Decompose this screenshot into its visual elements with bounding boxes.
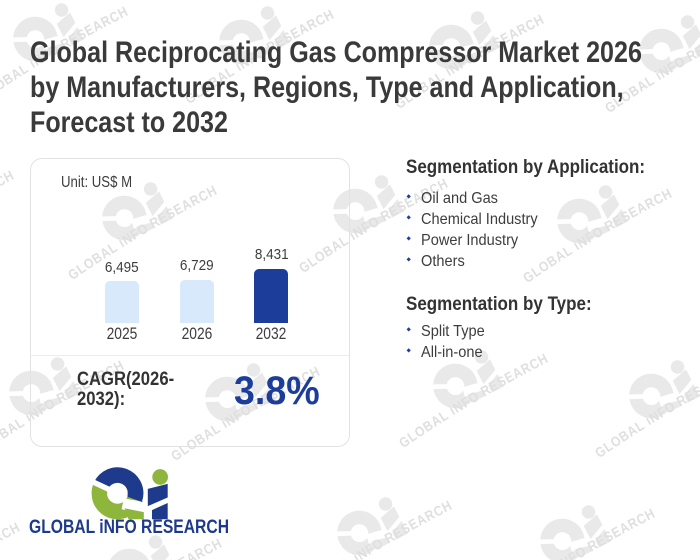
bar-2032 xyxy=(254,268,289,323)
svg-text:GLOBAL iNFO RESEARCH: GLOBAL iNFO RESEARCH xyxy=(65,535,230,560)
card-divider xyxy=(31,355,349,356)
bar-2025 xyxy=(104,281,139,323)
diamond-bullet-icon xyxy=(405,236,411,242)
bar-2026 xyxy=(179,279,214,323)
diamond-bullet-icon xyxy=(405,257,411,263)
type-list: Split Type All-in-one xyxy=(405,321,698,363)
list-item: Chemical Industry xyxy=(405,209,698,230)
cagr-value: 3.8% xyxy=(234,368,320,413)
title-line: Forecast to 2032 xyxy=(30,106,228,139)
list-item-label: Others xyxy=(421,253,465,270)
company-name: GLOBAL iNFO RESEARCH xyxy=(29,516,230,538)
segmentation-application-heading: Segmentation by Application: xyxy=(406,156,646,178)
list-item: Power Industry xyxy=(405,230,698,251)
svg-text:GLOBAL iNFO RESEARCH: GLOBAL iNFO RESEARCH xyxy=(391,350,556,452)
diamond-bullet-icon xyxy=(405,327,411,333)
svg-text:GLOBAL iNFO RESEARCH: GLOBAL iNFO RESEARCH xyxy=(0,519,28,560)
svg-text:GLOBAL iNFO RESEARCH: GLOBAL iNFO RESEARCH xyxy=(587,360,700,462)
list-item: All-in-one xyxy=(405,342,698,363)
list-item-label: Power Industry xyxy=(421,232,519,249)
bar-group-2032: 8,431 2032 xyxy=(236,246,306,343)
diamond-bullet-icon xyxy=(405,348,411,354)
page-title: Global Reciprocating Gas Compressor Mark… xyxy=(30,35,700,140)
list-item-label: Chemical Industry xyxy=(421,211,538,228)
bar-category-label: 2032 xyxy=(255,325,287,343)
svg-text:GLOBAL iNFO RESEARCH: GLOBAL iNFO RESEARCH xyxy=(295,497,460,560)
list-item-label: Oil and Gas xyxy=(421,190,498,207)
watermark-logo: GLOBAL iNFO RESEARCH xyxy=(413,418,700,560)
title-line: by Manufacturers, Regions, Type and Appl… xyxy=(30,71,624,104)
list-item: Split Type xyxy=(405,321,698,342)
list-item-label: All-in-one xyxy=(421,344,483,361)
diamond-bullet-icon xyxy=(405,215,411,221)
gi-logo-mark xyxy=(89,469,168,519)
bar-category-label: 2025 xyxy=(106,325,138,343)
title-line: Global Reciprocating Gas Compressor Mark… xyxy=(30,36,642,69)
bar-value-label: 6,729 xyxy=(179,257,214,274)
svg-text:GLOBAL iNFO RESEARCH: GLOBAL iNFO RESEARCH xyxy=(498,505,663,560)
diamond-bullet-icon xyxy=(405,194,411,200)
bar-group-2025: 6,495 2025 xyxy=(87,258,157,343)
bar-value-label: 8,431 xyxy=(254,246,289,263)
bar-group-2026: 6,729 2026 xyxy=(162,257,232,343)
list-item: Oil and Gas xyxy=(405,188,698,209)
application-list: Oil and Gas Chemical Industry Power Indu… xyxy=(405,188,698,272)
bar-category-label: 2026 xyxy=(181,325,213,343)
svg-text:GLOBAL iNFO RESEARCH: GLOBAL iNFO RESEARCH xyxy=(0,167,22,269)
list-item: Others xyxy=(405,251,698,272)
bar-value-label: 6,495 xyxy=(104,258,139,276)
segmentation-type-heading: Segmentation by Type: xyxy=(406,293,592,315)
watermark-logo: GLOBAL iNFO RESEARCH xyxy=(0,432,98,560)
cagr-label: CAGR(2026-2032): xyxy=(76,369,174,410)
bar-chart: 6,495 2025 6,729 2026 8,431 2032 xyxy=(31,159,349,343)
segmentation-panel: Segmentation by Application: Oil and Gas… xyxy=(405,156,698,364)
market-size-card: Unit: US$ M 6,495 2025 6,729 2026 8,431 … xyxy=(30,158,350,447)
list-item-label: Split Type xyxy=(421,323,485,340)
